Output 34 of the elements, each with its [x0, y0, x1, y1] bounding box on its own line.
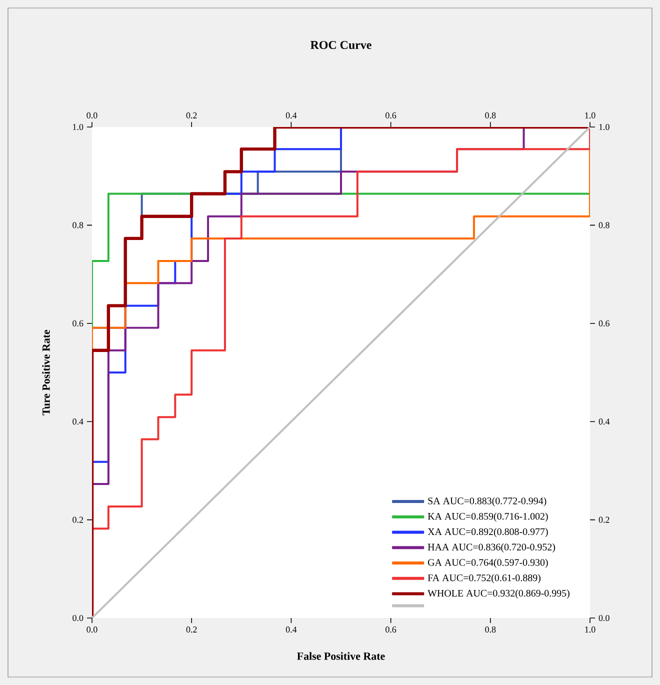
y2-tick-label: 0.4 — [598, 418, 610, 425]
x2-tick-label: 0.4 — [286, 626, 297, 633]
x2-tick-label: 0.0 — [86, 626, 98, 633]
x-tick-label: 0.0 — [86, 112, 98, 118]
legend-label: WHOLE AUC=0.932(0.869-0.995) — [428, 590, 570, 599]
x2-tick-label: 0.6 — [386, 626, 396, 633]
y2-tick-label: 0.2 — [598, 516, 610, 523]
y2-tick-label: 0.6 — [598, 320, 610, 326]
y-tick-label: 0.6 — [72, 320, 84, 326]
legend-label: XA AUC=0.892(0.808-0.977) — [428, 528, 548, 538]
x-tick-label: 1.0 — [585, 112, 596, 118]
x-tick-label: 0.8 — [485, 112, 496, 118]
x-tick-label: 0.6 — [386, 112, 396, 118]
y2-tick-label: 0.8 — [598, 222, 610, 228]
legend-label: GA AUC=0.764(0.597-0.930) — [428, 558, 548, 568]
y-tick-label: 0.0 — [72, 614, 84, 622]
x-axis-title: False Positive Rate — [297, 652, 385, 660]
y-axis-title: Ture Positive Rate — [42, 330, 50, 416]
x-tick-label: 0.4 — [286, 112, 297, 118]
y-tick-label: 1.0 — [73, 124, 84, 130]
y-tick-label: 0.8 — [72, 222, 84, 228]
y-tick-label: 0.4 — [72, 418, 84, 425]
chart-title: ROC Curve — [310, 40, 372, 50]
legend-label: SA AUC=0.883(0.772-0.994) — [428, 497, 546, 506]
x2-tick-label: 0.8 — [485, 626, 496, 633]
y-tick-label: 0.2 — [72, 516, 83, 523]
legend-label: KA AUC=0.859(0.716-1.002) — [428, 512, 548, 522]
legend-label: FA AUC=0.752(0.61-0.889) — [428, 574, 540, 584]
x2-tick-label: 0.2 — [186, 626, 197, 633]
x2-tick-label: 1.0 — [585, 626, 596, 633]
x-tick-label: 0.2 — [186, 112, 197, 118]
legend-label: HAA AUC=0.836(0.720-0.952) — [428, 543, 556, 552]
y2-tick-label: 0.0 — [598, 614, 610, 622]
y2-tick-label: 1.0 — [599, 124, 610, 130]
